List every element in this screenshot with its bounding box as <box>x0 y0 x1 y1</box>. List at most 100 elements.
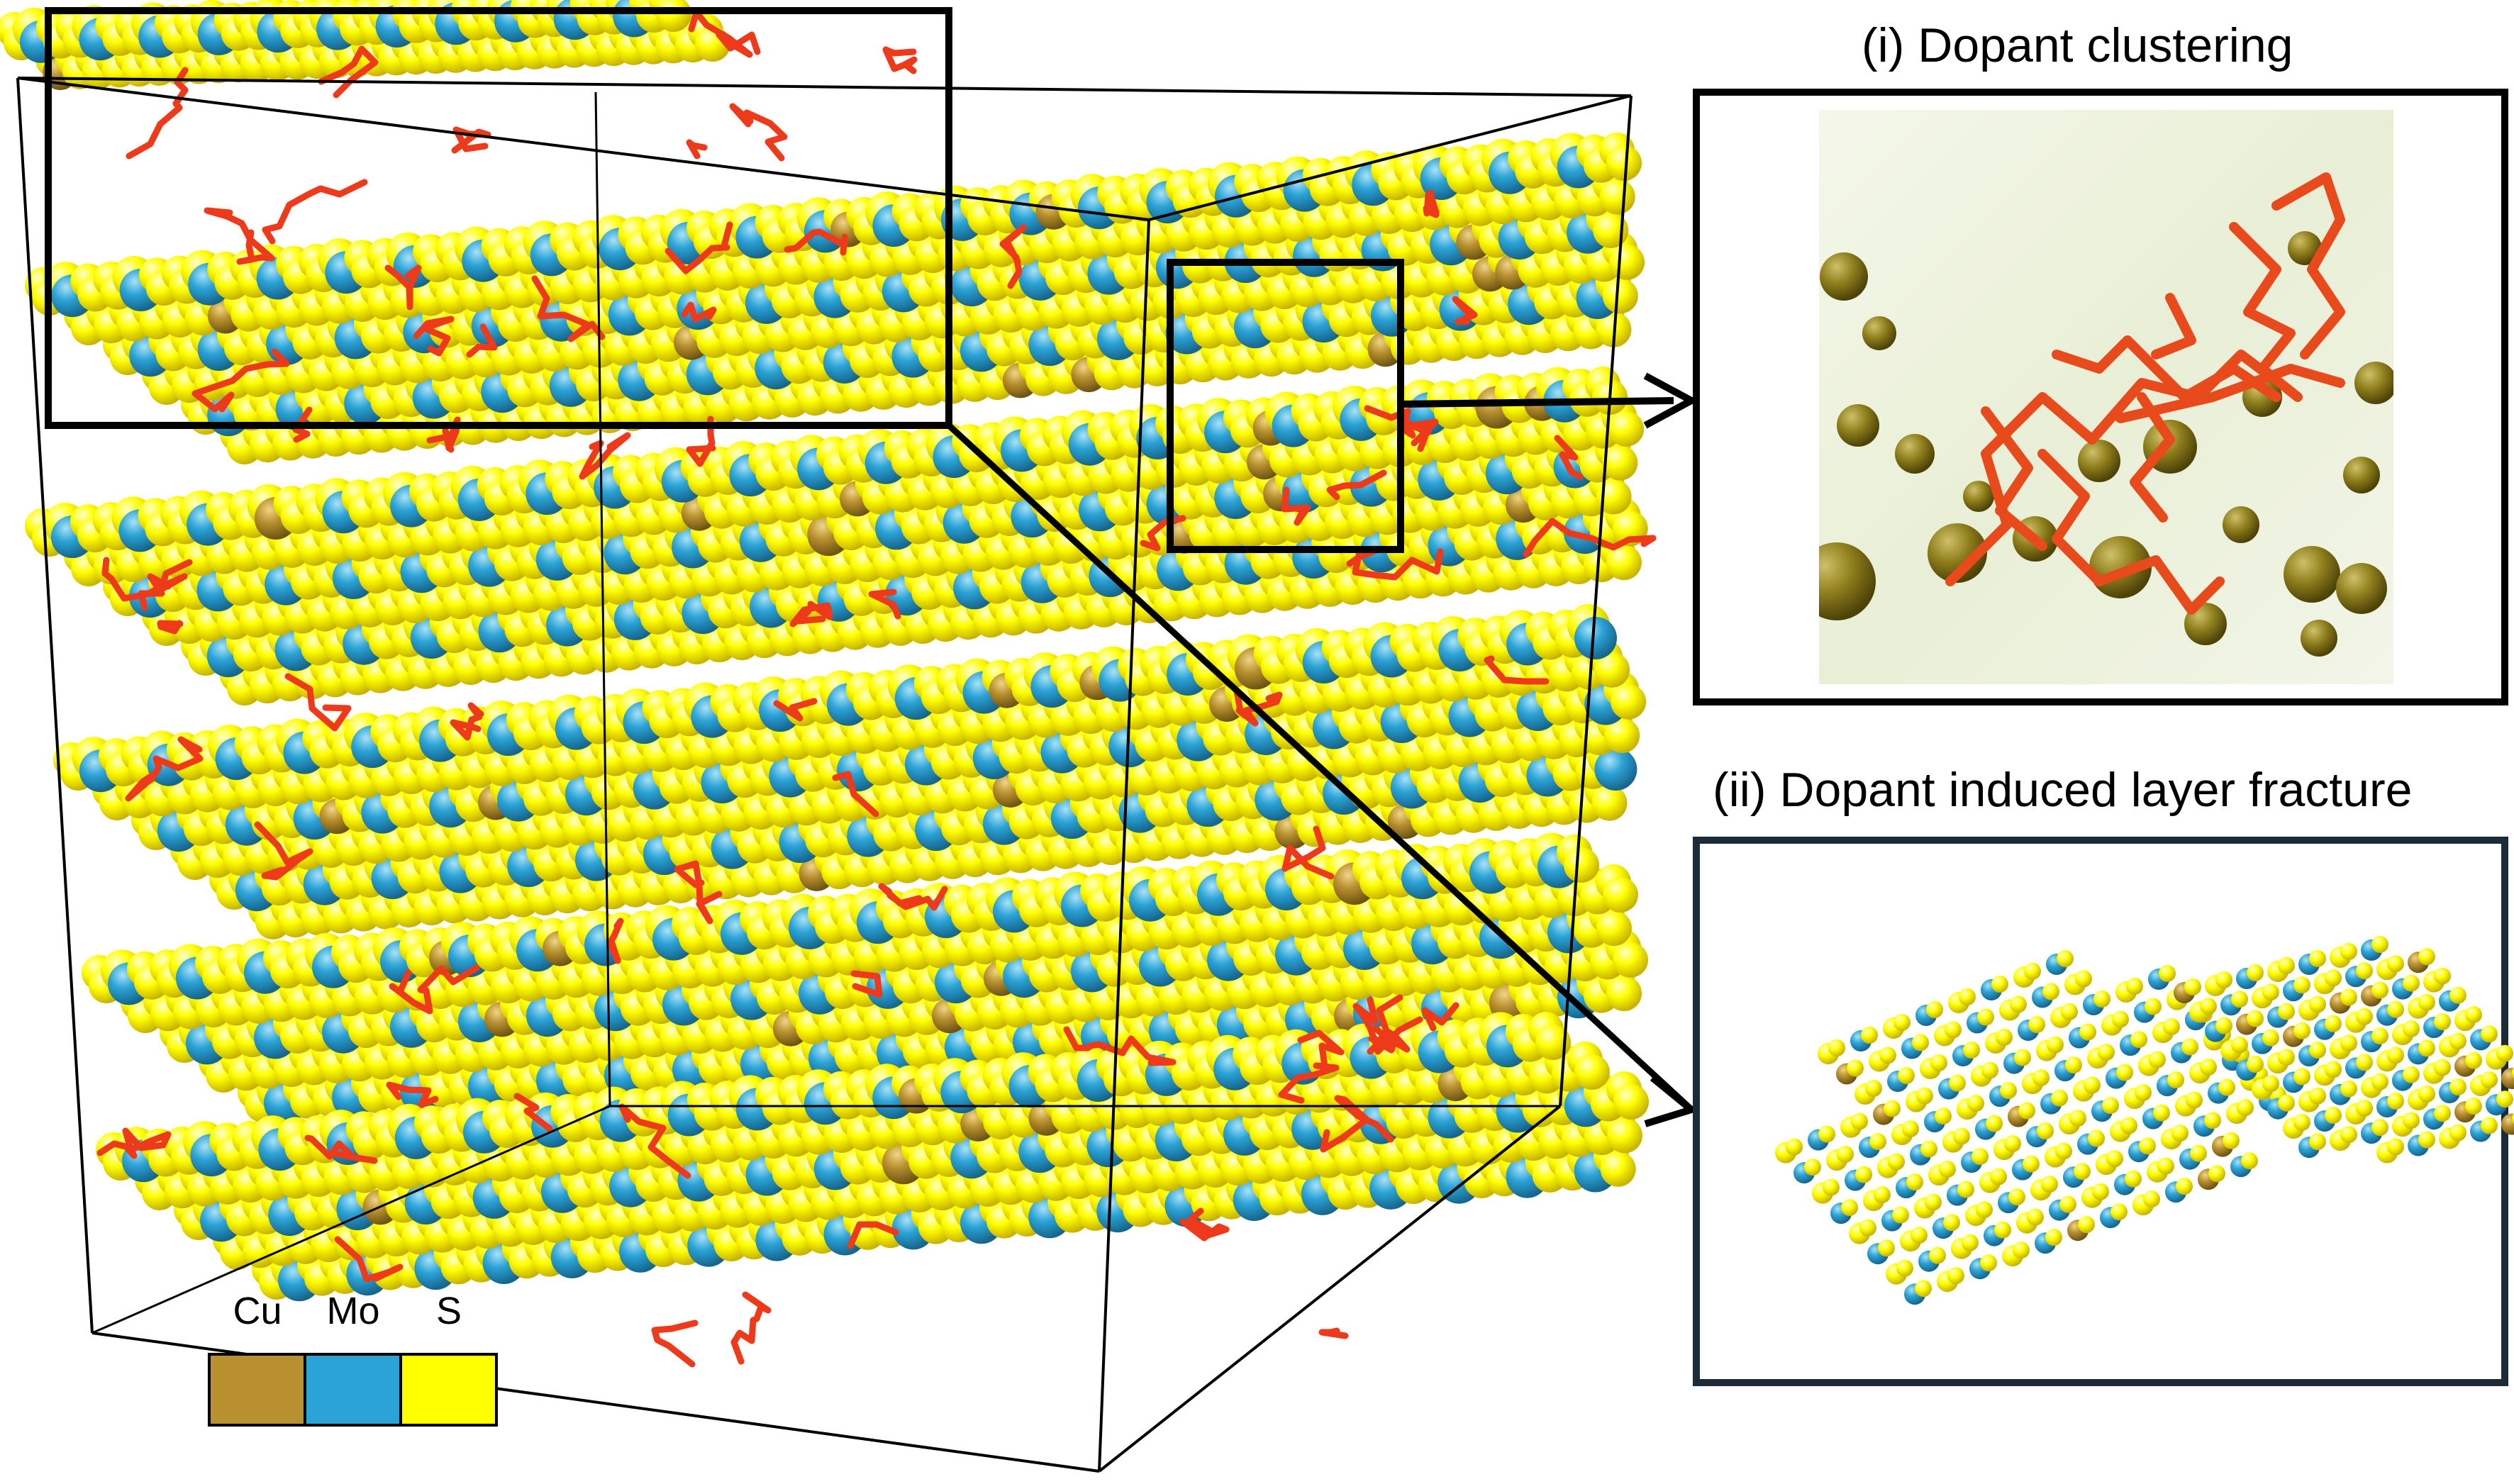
dopant-bond-path <box>426 416 461 453</box>
sulfur-atom <box>1613 1084 1649 1120</box>
dopant-bond-path <box>1063 1026 1177 1066</box>
dopant-bond-path <box>686 139 708 160</box>
sulfur-atom <box>1869 1133 1886 1151</box>
sulfur-atom <box>2449 1124 2466 1142</box>
sulfur-atom <box>1925 1193 1942 1211</box>
sulfur-atom <box>2013 1242 2030 1259</box>
sulfur-atom <box>2223 1132 2240 1149</box>
sulfur-atom <box>1878 1239 1895 1257</box>
sulfur-atom <box>2023 1155 2040 1173</box>
dopant-bond-path <box>254 821 313 881</box>
dopant-bond-path <box>262 179 368 245</box>
sulfur-atom <box>2371 981 2388 999</box>
sulfur-atom <box>2093 991 2110 1008</box>
sulfur-atom <box>2065 1056 2082 1074</box>
panel-i-cluster-render <box>1819 110 2393 684</box>
panel-i-title: (i) Dopant clustering <box>1862 18 2293 72</box>
sulfur-atom <box>1606 976 1642 1012</box>
dopant-bond-path <box>292 406 313 443</box>
sulfur-atom <box>1823 1178 1840 1196</box>
sulfur-atom <box>2092 1183 2109 1200</box>
dopant-bond-path <box>1421 1002 1459 1032</box>
sulfur-atom <box>2278 957 2295 974</box>
legend-label-cu: Cu <box>233 1290 282 1332</box>
sulfur-atom <box>2027 1208 2044 1226</box>
sulfur-atom <box>2125 1170 2142 1188</box>
copper-atom <box>2284 546 2340 603</box>
sulfur-atom <box>2403 1112 2420 1129</box>
sulfur-atom <box>1963 1042 1980 1059</box>
sulfur-atom <box>2262 983 2279 1001</box>
sulfur-atom <box>2325 1015 2342 1032</box>
sulfur-atom <box>1855 1166 1872 1183</box>
sulfur-atom <box>2186 1091 2203 1109</box>
sulfur-atom <box>2512 1067 2514 1078</box>
sulfur-atom <box>2176 1178 2193 1195</box>
sulfur-atom <box>2126 978 2143 995</box>
sulfur-atom <box>2309 1087 2326 1105</box>
sulfur-atom <box>2143 1190 2160 1208</box>
sulfur-atom <box>2028 1016 2045 1033</box>
sulfur-atom <box>2309 1042 2326 1059</box>
sulfur-atom <box>2145 998 2162 1015</box>
dopant-bond-path <box>318 45 379 99</box>
sulfur-atom <box>2278 1003 2295 1020</box>
sulfur-atom <box>2309 995 2326 1013</box>
sulfur-atom <box>1986 1115 2003 1132</box>
sulfur-atom <box>2340 1080 2357 1098</box>
sulfur-atom <box>2512 1112 2514 1125</box>
sulfur-atom <box>2102 1097 2119 1115</box>
dopant-bond-path <box>1554 435 1584 480</box>
sulfur-atom <box>2032 1069 2049 1087</box>
sulfur-atom <box>2418 1039 2435 1057</box>
dopant-bond-path <box>664 221 733 274</box>
sulfur-atom <box>1602 278 1638 314</box>
sulfur-atom <box>2325 1061 2342 1078</box>
dopant-bond-path <box>126 67 189 160</box>
sulfur-atom <box>2171 1125 2188 1142</box>
sulfur-atom <box>1976 1201 1993 1219</box>
sulfur-atom <box>1841 1199 1858 1217</box>
dopant-bond-path <box>1452 296 1478 325</box>
sulfur-atom <box>2241 1152 2258 1170</box>
sulfur-atom <box>2153 1104 2170 1122</box>
dopant-bond-path <box>1281 844 1335 880</box>
dopant-bond-path <box>2037 449 2225 615</box>
sulfur-atom <box>2418 993 2435 1011</box>
sulfur-atom <box>2018 1102 2035 1120</box>
sulfur-atom <box>2465 1006 2482 1024</box>
dopant-bond-path <box>1282 825 1326 871</box>
sulfur-atom <box>2106 1150 2123 1168</box>
sulfur-atom <box>1935 1108 1952 1125</box>
sulfur-atom <box>1953 1127 1970 1145</box>
sulfur-atom <box>1851 1112 1868 1130</box>
sulfur-atom <box>1977 1008 1994 1026</box>
sulfur-atom <box>1786 1138 1803 1156</box>
sulfur-atom <box>2481 1071 2498 1088</box>
sulfur-atom <box>2403 1066 2420 1083</box>
sulfur-atom <box>2149 1051 2166 1069</box>
sulfur-atom <box>1861 1027 1878 1044</box>
sulfur-atom <box>2371 1073 2388 1090</box>
panel-ii-title: (ii) Dopant induced layer fracture <box>1713 763 2413 817</box>
copper-atom <box>1837 404 1879 447</box>
sulfur-atom <box>1606 145 1642 181</box>
sulfur-atom <box>2231 1036 2248 1054</box>
sulfur-atom <box>1898 1067 1915 1084</box>
sulfur-atom <box>2037 1122 2054 1140</box>
sulfur-atom <box>2496 1090 2513 1108</box>
dopant-bond-path <box>882 46 918 74</box>
sulfur-atom <box>2356 1008 2373 1025</box>
sulfur-atom <box>2004 1135 2021 1153</box>
copper-atom <box>2223 506 2259 543</box>
dopant-bond-path <box>1281 486 1311 526</box>
sulfur-atom <box>2278 1049 2295 1066</box>
dopant-bond-path <box>1320 1095 1394 1153</box>
sulfur-atom <box>1902 1120 1919 1138</box>
sulfur-atom <box>1957 1181 1974 1198</box>
dopant-bond-path <box>607 917 624 964</box>
sulfur-atom <box>2110 1203 2128 1221</box>
sulfur-atom <box>2041 1176 2058 1193</box>
dopant-bond-path <box>2052 335 2281 402</box>
sulfur-atom <box>2045 1229 2062 1246</box>
